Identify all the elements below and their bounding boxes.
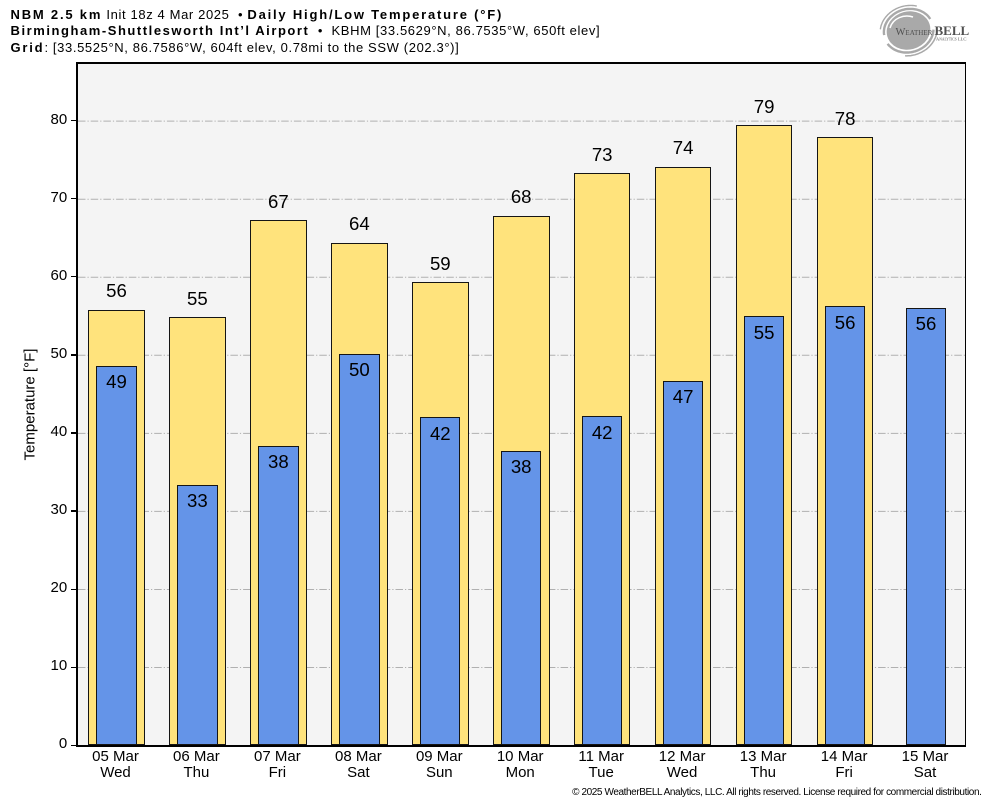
svg-text:BELL: BELL (935, 23, 970, 38)
svg-text:WEATHER: WEATHER (896, 27, 933, 38)
svg-text:ANALYTICS LLC: ANALYTICS LLC (936, 37, 967, 42)
